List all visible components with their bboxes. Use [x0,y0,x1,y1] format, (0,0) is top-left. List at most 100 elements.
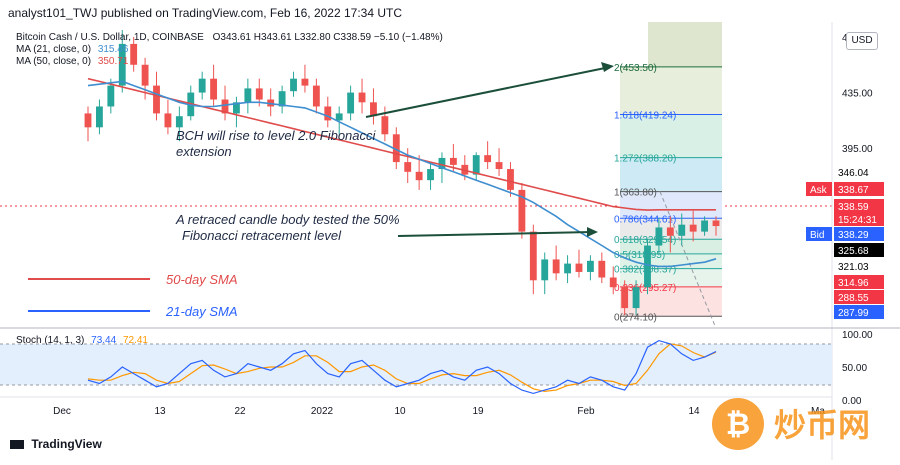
candle-body [118,43,126,86]
price-axis: 475.00435.00395.00346.04Ask338.67338.591… [806,22,884,460]
ma50-legend-value: 350.71 [97,56,129,67]
bitcoin-watermark-icon [712,398,764,450]
price-tag-label: Ask [810,185,828,196]
rise-text-1: BCH will rise to level 2.0 Fibonacci [176,128,377,143]
price-tag-bg [834,290,884,304]
candle-body [278,91,286,107]
fib-zone-top [648,22,722,67]
fibonacci-tool: 2(453.50) 1.618(419.24) 1.272(388.20) 1(363… [614,22,722,329]
price-tag-label: 346.04 [838,168,869,179]
retrace-arrow-head [587,227,598,237]
ma21-legend-label[interactable]: MA (21, close, 0) [16,44,92,55]
fib-zone [620,114,722,158]
price-tick-label: 435.00 [842,89,873,100]
fib-level-label: 0.5(318.95) [614,250,665,261]
candle-body [153,85,160,114]
time-tick-label: Feb [577,406,595,417]
candle-body [529,231,537,281]
fib-level-label: 1.618(419.24) [614,110,676,121]
candle-body [586,260,594,272]
price-tag-label: 338.67 [838,185,869,196]
candle-body [472,155,480,175]
ohlc-values: O343.61 H343.61 L332.80 C338.59 −5.10 (−… [212,32,443,43]
candle-body [655,227,663,246]
price-tag-label: Bid [810,230,824,241]
candle-body [404,162,412,172]
candle-body [301,78,309,86]
candle-body [575,263,583,272]
candle-body [84,113,92,128]
currency-button[interactable]: USD [846,32,878,50]
price-tag-label: 325.68 [838,246,869,257]
retrace-arrow [397,231,593,237]
candle-body [644,245,651,288]
price-tag-label: 338.29 [838,230,869,241]
candle-body [392,134,400,163]
price-tag-bg [834,243,884,257]
stoch-k-line [87,339,717,395]
time-tick-label: Ma [811,406,825,417]
candle-body [598,260,606,278]
chart-area[interactable]: 2(453.50) 1.618(419.24) 1.272(388.20) 1(363… [0,22,900,460]
stoch-legend: Stoch (14, 1, 3) 73.44 72.41 [16,335,148,346]
price-tag-bg [834,212,884,226]
candle-body [495,162,503,170]
candle-body [347,92,355,114]
candle-body [312,85,320,107]
candle-body [678,224,686,236]
candle-body [370,102,377,117]
price-tag-label: 288.55 [838,293,869,304]
watermark: ₿ 炒币网 [712,398,870,450]
stoch-tick-label: 50.00 [842,363,867,374]
candle-body [632,287,640,309]
candle-body [621,287,629,309]
fib-zone [620,157,722,192]
candle-body [95,106,103,128]
watermark-text: 炒币网 [774,407,870,443]
candle-body [244,88,252,103]
ma21-line [87,80,717,268]
candle-body [358,92,366,103]
publisher-line: analyst101_TWJ published on TradingView.… [8,6,403,20]
candle-body [564,263,571,274]
price-chart-svg[interactable]: 2(453.50) 1.618(419.24) 1.272(388.20) 1(363… [0,22,900,460]
candle-body [552,259,560,274]
time-tick-label: 13 [154,406,166,417]
fib-level-label: 0(274.10) [614,312,657,323]
stoch-k-value: 73.44 [91,335,117,346]
price-tag-bg [834,259,884,273]
symbol-title[interactable]: Bitcoin Cash / U.S. Dollar, 1D, COINBASE [16,32,204,43]
candle-body [438,157,446,170]
time-tick-label: 2022 [311,406,334,417]
time-tick-label: 19 [472,406,484,417]
candle-body [484,155,492,163]
tradingview-logo[interactable]: TradingView [10,437,102,451]
stoch-title[interactable]: Stoch (14, 1, 3) [16,335,85,346]
candle-body [130,43,138,65]
candle-body [335,113,343,121]
candle-body [175,116,183,128]
price-tag-label: 287.99 [838,308,869,319]
sma50-key-label: 50-day SMA [166,272,238,287]
candle-body [609,277,617,288]
price-tag-label: 338.59 [838,202,869,213]
candle-body [233,102,240,114]
candle-body [712,220,720,227]
ma50-legend-label[interactable]: MA (50, close, 0) [16,56,92,67]
candle-body [449,157,457,165]
time-tick-label: Dec [53,406,71,417]
fib-level-label: 1.272(388.20) [614,154,676,165]
time-tick-label: 22 [234,406,246,417]
candle-body [541,259,549,281]
price-tag-bg [834,199,884,213]
candle-body [701,220,709,232]
price-tag-bg [834,305,884,319]
stoch-band [0,344,832,385]
ma50-line [87,77,716,211]
sma21-key-label: 21-day SMA [165,304,238,319]
price-tag-bg [834,227,884,241]
price-tag-label: 314.96 [838,278,869,289]
chart-legend: Bitcoin Cash / U.S. Dollar, 1D, COINBASE… [16,32,443,68]
price-tag-label: 321.03 [838,262,869,273]
candle-body [255,88,263,100]
